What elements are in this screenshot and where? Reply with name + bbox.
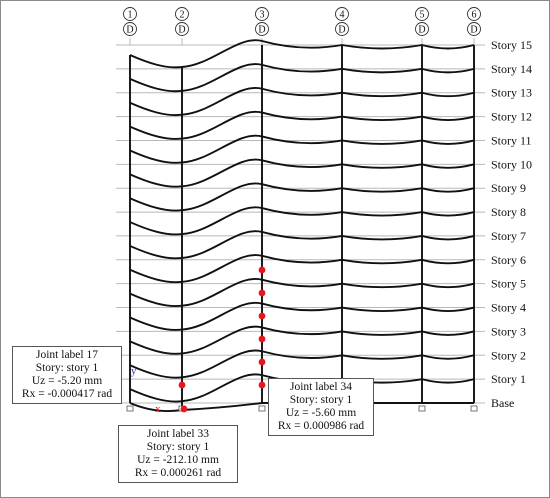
joint-marker[interactable] (258, 289, 266, 297)
joint-17-title: Joint label 17 (36, 349, 98, 361)
deformed-columns (129, 45, 475, 410)
grid-bubble-circle (415, 22, 429, 36)
grid-bubble-letter: D (338, 25, 345, 36)
joint-34-uz: Uz = -5.60 mm (285, 407, 357, 419)
grid-bubble-4[interactable]: 4D (335, 7, 349, 36)
joint-34-story: Story: story 1 (289, 394, 353, 406)
story-grid-lines (116, 38, 485, 404)
grid-bubble-letter: D (126, 25, 133, 36)
joint-34-callout: Joint label 34 Story: story 1 Uz = -5.60… (268, 378, 374, 436)
grid-bubble-6[interactable]: 6D (467, 7, 481, 36)
grid-bubble-number: 6 (472, 10, 477, 21)
grid-bubble-letter: D (258, 25, 265, 36)
story-label: Base (491, 396, 514, 410)
grid-bubble-circle (335, 22, 349, 36)
story-label: Story 13 (491, 86, 532, 100)
grid-bubble-circle (175, 22, 189, 36)
grid-bubble-circle (335, 7, 349, 21)
joint-marker[interactable] (258, 312, 266, 320)
story-label: Story 12 (491, 110, 532, 124)
support-icon (470, 405, 478, 412)
axis-y-label: y (131, 365, 137, 377)
joint-marker[interactable] (180, 405, 188, 413)
joint-marker[interactable] (258, 335, 266, 343)
grid-bubble-circle (467, 22, 481, 36)
grid-bubble-number: 4 (340, 10, 345, 21)
grid-bubble-circle (467, 7, 481, 21)
story-label: Story 3 (491, 324, 526, 338)
story-label: Story 14 (491, 62, 532, 76)
grid-bubble-5[interactable]: 5D (415, 7, 429, 36)
story-label: Story 4 (491, 301, 526, 315)
story-label: Story 5 (491, 277, 526, 291)
support-icon (126, 405, 134, 412)
grid-bubble-circle (123, 7, 137, 21)
grid-bubble-circle (255, 7, 269, 21)
joint-33-callout: Joint label 33 Story: story 1 Uz = -212.… (118, 425, 238, 483)
grid-bubble-letter: D (178, 25, 185, 36)
story-label: Story 10 (491, 157, 532, 171)
joint-17-callout: Joint label 17 Story: story 1 Uz = -5.20… (12, 346, 122, 404)
joint-marker[interactable] (258, 266, 266, 274)
grid-bubble-number: 3 (260, 10, 265, 21)
joint-17-rx: Rx = -0.000417 rad (21, 388, 113, 400)
joint-marker[interactable] (258, 358, 266, 366)
selected-joints (178, 266, 266, 413)
grid-bubble-letter: D (470, 25, 477, 36)
joint-17-uz: Uz = -5.20 mm (31, 375, 103, 387)
grid-bubble-letter: D (418, 25, 425, 36)
joint-marker[interactable] (178, 381, 186, 389)
joint-33-rx: Rx = 0.000261 rad (134, 467, 222, 479)
story-labels: Story 15 Story 14 Story 13 Story 12 Story 11… (491, 38, 532, 410)
joint-33-story: Story: story 1 (146, 441, 210, 453)
grid-bubble-2[interactable]: 2D (175, 7, 189, 36)
story-label: Story 11 (491, 133, 532, 147)
story-label: Story 7 (491, 229, 526, 243)
joint-33-title: Joint label 33 (147, 428, 209, 440)
joint-marker[interactable] (258, 381, 266, 389)
grid-bubble-circle (415, 7, 429, 21)
joint-17-story: Story: story 1 (35, 362, 99, 374)
story-label: Story 8 (491, 205, 526, 219)
grid-bubble-number: 1 (128, 10, 133, 21)
joint-34-title: Joint label 34 (290, 381, 352, 393)
story-label: Story 9 (491, 181, 526, 195)
grid-bubble-circle (175, 7, 189, 21)
story-label: Story 15 (491, 38, 532, 52)
story-label: Story 2 (491, 348, 526, 362)
grid-bubble-circle (123, 22, 137, 36)
support-icon (258, 405, 266, 412)
story-label: Story 6 (491, 253, 526, 267)
axis-x-label: x (155, 403, 161, 415)
joint-34-rx: Rx = 0.000986 rad (277, 420, 365, 432)
grid-bubble-circle (255, 22, 269, 36)
grid-bubble-number: 2 (180, 10, 185, 21)
grid-bubble-number: 5 (420, 10, 425, 21)
joint-33-uz: Uz = -212.10 mm (137, 454, 219, 466)
story-label: Story 1 (491, 372, 526, 386)
grid-bubble-3[interactable]: 3D (255, 7, 269, 36)
support-icon (418, 405, 426, 412)
grid-bubble-1[interactable]: 1D (123, 7, 137, 36)
